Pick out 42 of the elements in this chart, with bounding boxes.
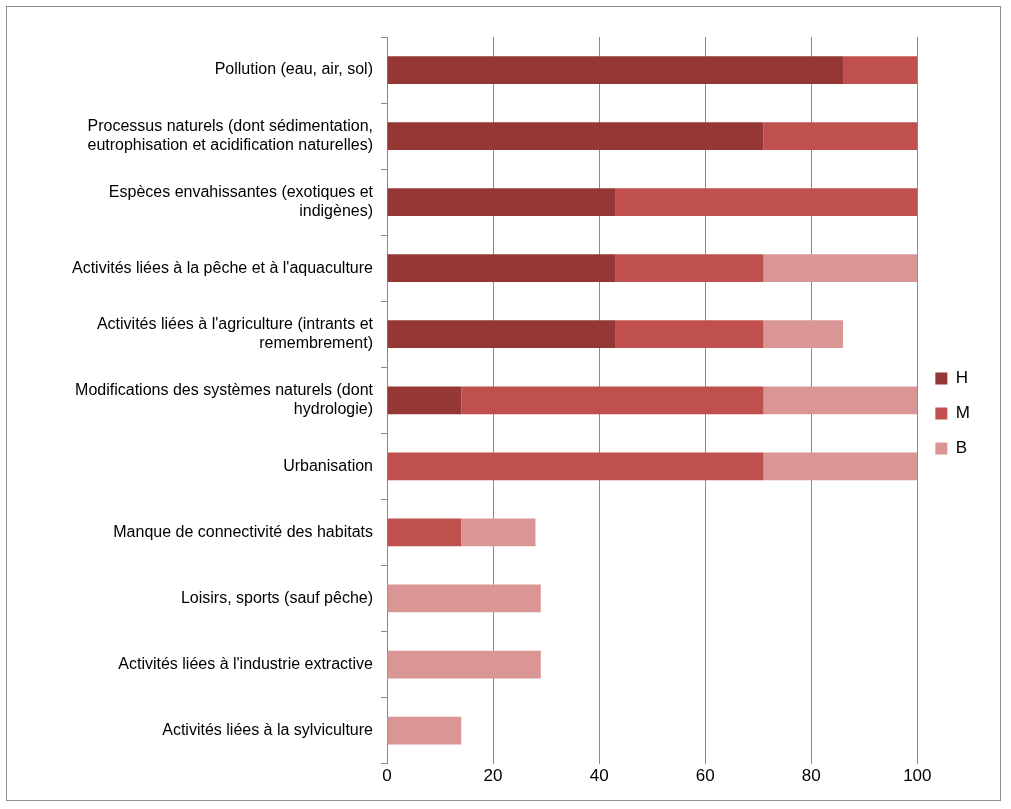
y-tick-label: Activités liées à l'agriculture (intrants et remembrement): [96, 315, 374, 352]
x-tick-label: 80: [801, 766, 821, 786]
bar: [843, 56, 918, 84]
bar: [387, 254, 616, 283]
bar: [615, 188, 918, 217]
bar: [387, 584, 541, 613]
legend-label: M: [955, 403, 971, 423]
bar: [763, 386, 918, 415]
y-tick-label: Urbanisation: [283, 456, 373, 474]
y-tick-label: Activités liées à la pêche et à l'aquaculture: [71, 258, 374, 276]
legend-label: B: [955, 438, 968, 458]
y-tick-label: Processus naturels (dont sédimentation, eutrophisation et acidification naturelles): [87, 116, 373, 154]
bar: [387, 56, 844, 84]
bar: [461, 518, 536, 547]
bar: [387, 518, 462, 547]
bar: [387, 650, 541, 679]
y-tick-label: Activités liées à la sylviculture: [162, 720, 374, 738]
legend-label: H: [955, 368, 969, 388]
x-tick-label: 40: [589, 766, 609, 786]
bar: [387, 716, 462, 745]
bar: [387, 122, 764, 150]
bar: [387, 452, 764, 481]
bar: [387, 188, 616, 217]
x-tick-label: 0: [382, 766, 392, 786]
bar: [615, 254, 764, 283]
bar: [387, 386, 462, 415]
bar: [615, 320, 764, 349]
y-tick-label: Loisirs, sports (sauf pêche): [180, 588, 373, 606]
y-tick-label: Modifications des systèmes naturels (dont hydrologie): [75, 381, 374, 418]
x-tick-label: 100: [903, 766, 932, 786]
y-tick-label: Pollution (eau, air, sol): [214, 60, 373, 78]
bar: [387, 320, 616, 349]
y-tick-label: Espèces envahissantes (exotiques et indigènes): [108, 182, 374, 220]
x-tick-label: 20: [483, 766, 503, 786]
x-tick-label: 60: [695, 766, 715, 786]
bar: [461, 386, 764, 415]
y-tick-label: Manque de connectivité des habitats: [113, 522, 373, 540]
bar: [763, 122, 918, 150]
y-tick-label: Activités liées à l'industrie extractive: [118, 654, 374, 672]
bar: [763, 320, 844, 349]
bar: [763, 254, 918, 283]
bar: [763, 452, 918, 481]
